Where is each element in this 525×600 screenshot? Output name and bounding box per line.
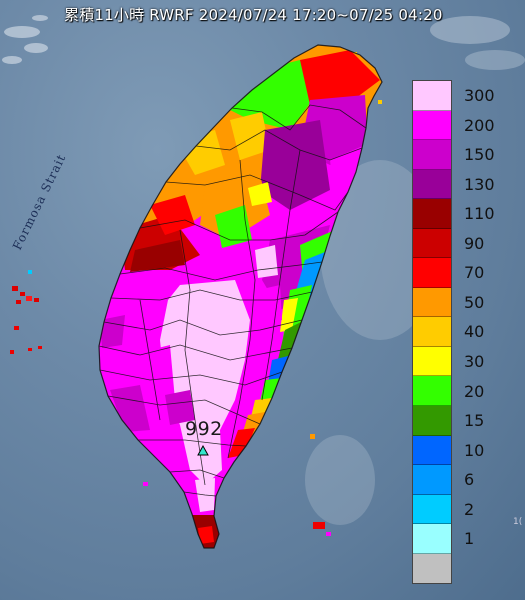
edge-label: 1( — [513, 517, 523, 527]
legend-label: 15 — [464, 411, 485, 431]
legend-swatch — [413, 228, 451, 259]
legend-swatch — [413, 346, 451, 377]
legend-swatch — [413, 465, 451, 495]
legend-swatch — [413, 199, 451, 229]
legend-swatch — [413, 494, 451, 525]
admin-boundaries — [98, 44, 383, 549]
legend-swatch — [413, 317, 451, 347]
legend-label: 1 — [464, 529, 475, 549]
legend-label: 90 — [464, 233, 485, 253]
legend-label: 70 — [464, 263, 485, 283]
legend-swatch — [413, 110, 451, 141]
legend-swatch — [413, 524, 451, 554]
legend-label: 2 — [464, 499, 475, 519]
legend-swatch — [413, 406, 451, 436]
color-legend — [412, 80, 452, 585]
legend-label: 40 — [464, 322, 485, 342]
legend-swatch — [413, 169, 451, 200]
legend-label: 20 — [464, 381, 485, 401]
legend-swatch — [413, 140, 451, 170]
legend-label: 150 — [464, 145, 495, 165]
cloud-patches — [2, 15, 525, 525]
legend-label: 50 — [464, 292, 485, 312]
legend-label: 130 — [464, 174, 495, 194]
legend-label: 30 — [464, 352, 485, 372]
map-title: 累積11小時 RWRF 2024/07/24 17:20~07/25 04:20 — [64, 6, 443, 24]
max-value-label: 992 — [185, 418, 223, 440]
legend-label: 10 — [464, 440, 485, 460]
offshore-rain — [10, 52, 382, 536]
legend-label: 300 — [464, 86, 495, 105]
legend-swatch — [413, 376, 451, 407]
legend-swatch — [413, 258, 451, 288]
legend-swatch — [413, 553, 451, 584]
max-station-marker — [197, 444, 209, 456]
legend-label: 110 — [464, 204, 495, 224]
legend-label: 200 — [464, 115, 495, 135]
legend-swatch — [413, 81, 451, 111]
legend-swatch — [413, 287, 451, 318]
legend-swatch — [413, 435, 451, 466]
legend-label: 6 — [464, 470, 475, 490]
